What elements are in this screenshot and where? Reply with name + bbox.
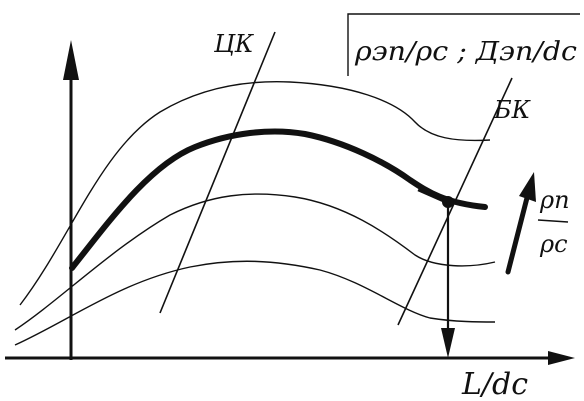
param-fraction-bar bbox=[537, 219, 569, 223]
line-bk bbox=[397, 77, 513, 326]
curve-lower bbox=[14, 260, 496, 346]
label-ck: ЦК bbox=[213, 30, 255, 58]
curve-top bbox=[19, 81, 491, 306]
label-bk: БК bbox=[493, 96, 532, 124]
curve-middle bbox=[14, 193, 496, 331]
parameter-arrow bbox=[505, 172, 536, 275]
y-axis-label: ρэп/ρс ; Дэп/dс bbox=[354, 37, 578, 67]
curve-main-thick bbox=[69, 128, 488, 271]
parameter-fraction: ρп ρс bbox=[537, 186, 570, 258]
line-ck bbox=[159, 31, 276, 314]
y-label-frame bbox=[347, 13, 580, 76]
y-axis bbox=[63, 40, 79, 360]
param-denominator: ρс bbox=[539, 230, 568, 258]
x-axis bbox=[5, 351, 575, 365]
x-axis-label: L/dс bbox=[461, 367, 528, 401]
param-numerator: ρп bbox=[539, 186, 570, 214]
drop-arrow bbox=[441, 202, 455, 358]
arrow-to-point bbox=[417, 188, 444, 203]
